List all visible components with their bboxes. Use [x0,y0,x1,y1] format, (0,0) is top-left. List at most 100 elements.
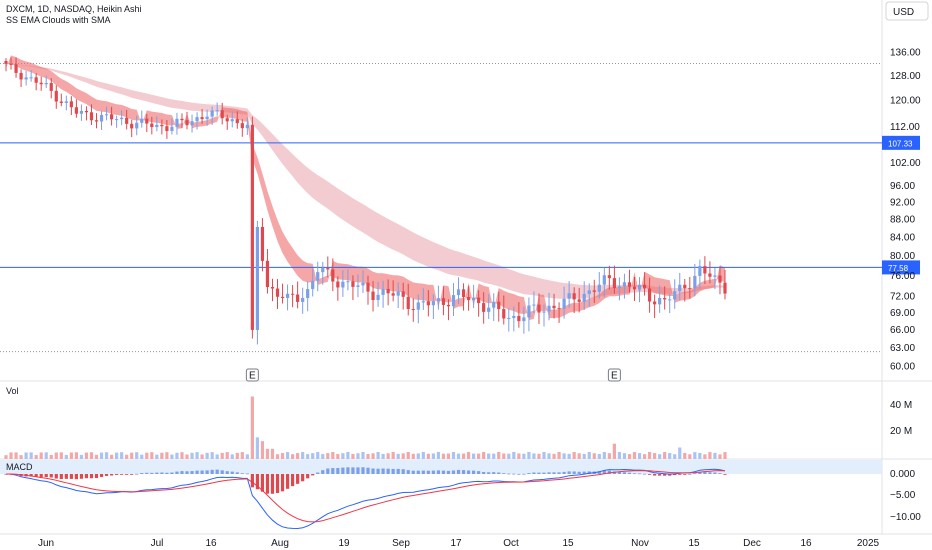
volume-bar [426,453,430,459]
time-tick-label: 16 [205,538,217,549]
volume-bar [135,452,139,459]
price-tick-label: 112.00 [890,122,920,133]
volume-bar [104,452,109,459]
macd-histogram-bar [170,472,174,474]
macd-histogram-bar [265,474,270,494]
candle-body [577,299,581,302]
macd-histogram-bar [165,472,169,474]
macd-histogram-bar [693,473,697,474]
volume-bar [225,452,229,459]
volume-bar [507,453,511,459]
macd-histogram-bar [230,471,234,474]
volume-bar [94,454,99,459]
candle-body [713,275,717,277]
volume-bar [4,455,8,459]
volume-bar [175,452,179,459]
price-label-badge-text: 107.33 [888,139,913,148]
macd-histogram-bar [391,468,395,474]
macd-histogram-bar [426,470,430,474]
candle-body [311,280,315,290]
candle-body [290,293,295,295]
candle-body [225,118,229,122]
candle-body [220,110,224,119]
candle-body [456,289,461,296]
candle-body [245,124,249,129]
price-tick-label: 80.00 [890,251,915,262]
volume-bar [74,452,78,459]
candle-body [502,309,506,319]
volume-bar [326,453,330,459]
volume-bar [371,453,375,459]
volume-bar [301,452,305,459]
candle-body [461,289,466,298]
candle-body [94,120,99,122]
candle-body [426,301,430,306]
macd-histogram-bar [617,471,622,474]
volume-bar [582,453,586,459]
candle-body [668,299,672,301]
time-tick-label: 15 [562,538,574,549]
candle-body [683,284,687,289]
candle-body [4,61,8,64]
macd-histogram-bar [683,474,687,475]
macd-histogram-bar [190,471,194,474]
currency-button[interactable] [885,1,929,21]
macd-histogram-bar [562,471,566,474]
candle-body [607,275,611,279]
candle-body [622,282,627,287]
macd-histogram-bar [225,471,229,474]
volume-bar [230,454,234,459]
macd-histogram-bar [125,474,129,475]
volume-bar [386,453,390,459]
macd-histogram-bar [582,471,586,474]
volume-bar [255,437,259,459]
candle-body [446,304,451,307]
volume-bar [647,452,652,459]
macd-histogram-bar [290,474,295,487]
macd-histogram-bar [145,472,149,474]
volume-bar [617,452,622,459]
macd-histogram-bar [235,472,239,474]
candle-body [74,107,78,114]
macd-histogram-bar [331,468,335,474]
volume-bar [673,454,677,459]
volume-bar [572,452,576,459]
candle-body [34,77,38,83]
macd-histogram-bar [567,471,571,474]
price-tick-label: 60.00 [890,362,915,373]
volume-bar [627,454,632,459]
volume-bar [351,453,355,459]
candle-body [351,281,355,287]
time-tick-label: Sep [392,538,410,549]
macd-histogram-bar [34,474,38,477]
price-tick-label: 92.00 [890,197,915,208]
candle-body [436,298,441,302]
macd-histogram-bar [79,474,84,479]
macd-histogram-bar [678,474,682,475]
volume-tick-label: 40 M [890,400,912,411]
candle-body [642,284,647,289]
volume-bar [49,455,53,459]
macd-histogram-bar [461,470,466,474]
macd-histogram-bar [688,473,692,475]
price-tick-label: 120.00 [890,96,921,107]
volume-bar [341,453,345,459]
macd-histogram-bar [381,468,385,474]
candle-body [587,290,591,294]
macd-histogram-bar [577,471,581,474]
candle-body [562,298,566,309]
macd-histogram-bar [472,470,476,474]
volume-bar [14,452,18,459]
macd-histogram-bar [351,467,355,474]
candle-body [647,288,652,302]
candle-body [125,117,129,124]
candle-body [401,291,405,297]
macd-histogram-bar [245,473,249,475]
volume-bar [59,452,63,459]
candle-body [195,117,199,122]
macd-histogram-bar [421,470,425,474]
volume-bar [411,453,415,459]
candle-body [316,272,320,281]
